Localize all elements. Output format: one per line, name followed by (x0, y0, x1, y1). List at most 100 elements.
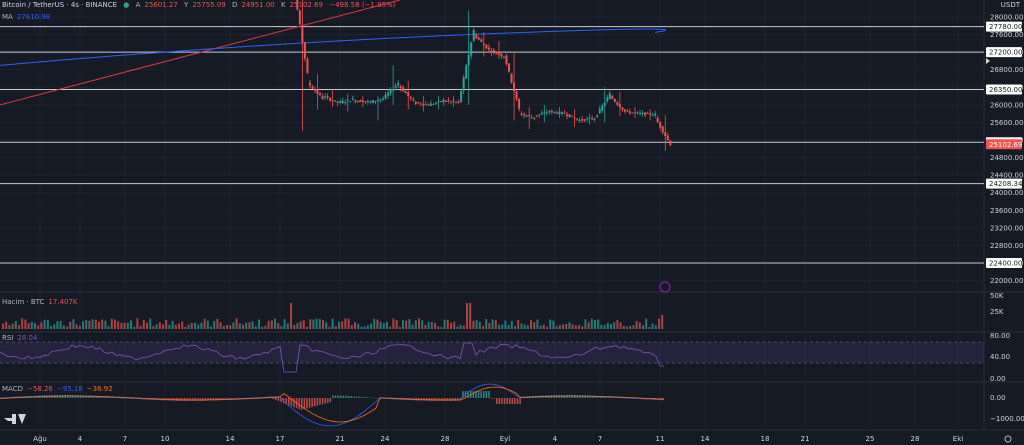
volume-bar (482, 326, 484, 329)
candle-body (387, 92, 390, 96)
macd-histogram-bar (516, 398, 519, 404)
volume-tick-label: 25K (990, 308, 1004, 316)
candle-body (568, 114, 571, 118)
candle-body (510, 73, 513, 83)
volume-bar (5, 321, 8, 329)
volume-bar (331, 318, 334, 329)
volume-bar (341, 321, 344, 329)
macd-value-3: −36.92 (86, 385, 113, 393)
close-value: 25102.69 (289, 1, 323, 9)
volume-bar (450, 322, 452, 329)
candle-body (659, 121, 662, 128)
rsi-legend[interactable]: RSI 28.04 (2, 334, 41, 342)
macd-histogram-bar (498, 398, 501, 404)
volume-bar (165, 320, 168, 329)
rsi-tick-label: 40.00 (990, 353, 1010, 361)
macd-histogram-bar (72, 395, 74, 398)
volume-bar (75, 324, 78, 329)
volume-bar (104, 320, 107, 329)
candle-body (344, 102, 347, 104)
volume-bar (155, 324, 158, 329)
currency-label[interactable]: USDT (1000, 1, 1020, 9)
time-tick-label: 4 (78, 435, 83, 443)
volume-bar (200, 322, 203, 329)
macd-histogram-bar (558, 395, 560, 398)
volume-bar (507, 324, 510, 329)
volume-bar (203, 318, 206, 329)
time-tick-label: 14 (226, 435, 235, 443)
volume-bar (136, 318, 139, 329)
volume-bar (510, 321, 513, 329)
volume-bar (216, 318, 219, 329)
volume-bar (466, 303, 468, 329)
candle-body (412, 99, 415, 101)
price-tick-label: 26800.00 (990, 66, 1023, 74)
candle-body (442, 99, 445, 103)
macd-legend[interactable]: MACD −58.26 −95.18 −36.92 (2, 385, 117, 393)
volume-bar (174, 324, 177, 329)
volume-bar (229, 325, 232, 329)
volume-bar (584, 319, 587, 329)
volume-bar (283, 319, 286, 329)
time-tick-label: 28 (911, 435, 920, 443)
volume-bar (139, 325, 142, 329)
volume-bar (142, 319, 145, 329)
volume-bar (395, 320, 398, 329)
macd-histogram-bar (363, 397, 365, 398)
symbol-title[interactable]: Bitcoin / TetherUS · 4s · BINANCE (2, 1, 118, 9)
volume-bar (635, 321, 638, 329)
macd-histogram-bar (321, 398, 324, 405)
candle-body (616, 102, 619, 105)
low-label: D (231, 1, 238, 9)
volume-bar (597, 319, 600, 329)
ma-legend[interactable]: MA 27610.98 (2, 13, 54, 21)
volume-bar (571, 324, 574, 329)
candle-body (576, 118, 579, 120)
volume-bar (21, 318, 24, 329)
rsi-label: RSI (2, 334, 14, 342)
rsi-tick-label: 80.00 (990, 332, 1010, 340)
macd-histogram-bar (280, 398, 282, 403)
macd-label: MACD (2, 385, 23, 393)
candle-body (596, 115, 599, 117)
volume-bar (514, 326, 516, 329)
candle-body (394, 85, 397, 88)
volume-bar (574, 325, 577, 329)
volume-bar (290, 303, 292, 329)
symbol-legend: Bitcoin / TetherUS · 4s · BINANCE ● A 256… (2, 1, 396, 9)
macd-histogram-bar (345, 395, 347, 398)
macd-histogram-bar (69, 395, 72, 398)
macd-histogram-bar (449, 398, 451, 401)
volume-bar (382, 323, 385, 329)
macd-histogram-bar (303, 398, 306, 410)
volume-bar (363, 326, 366, 329)
volume-bar (334, 326, 337, 329)
level-label-box (986, 258, 1022, 269)
volume-bar (626, 326, 628, 329)
candle-body (424, 104, 427, 106)
candle-body (598, 108, 601, 114)
candle-body (586, 118, 589, 120)
volume-bar (50, 326, 52, 329)
candle-body (339, 101, 342, 103)
rsi-tick-label: 0.00 (990, 375, 1006, 383)
macd-histogram-bar (298, 398, 300, 410)
volume-bar (312, 319, 315, 329)
volume-bar (389, 326, 392, 329)
volume-bar (43, 319, 46, 329)
open-value: 25601.27 (144, 1, 178, 9)
candle-body (656, 118, 659, 123)
candle-body (470, 42, 473, 56)
high-label: Y (184, 1, 189, 9)
time-tick-label: 25 (866, 435, 875, 443)
volume-bar (46, 319, 49, 329)
volume-legend[interactable]: Hacim · BTC 17.407K (2, 298, 82, 306)
volume-bar (309, 319, 312, 329)
candle-body (646, 112, 649, 114)
macd-histogram-bar (329, 398, 332, 403)
macd-histogram-bar (566, 395, 568, 398)
volume-bar (133, 326, 136, 329)
candle-body (520, 113, 523, 116)
volume-bar (130, 320, 132, 329)
